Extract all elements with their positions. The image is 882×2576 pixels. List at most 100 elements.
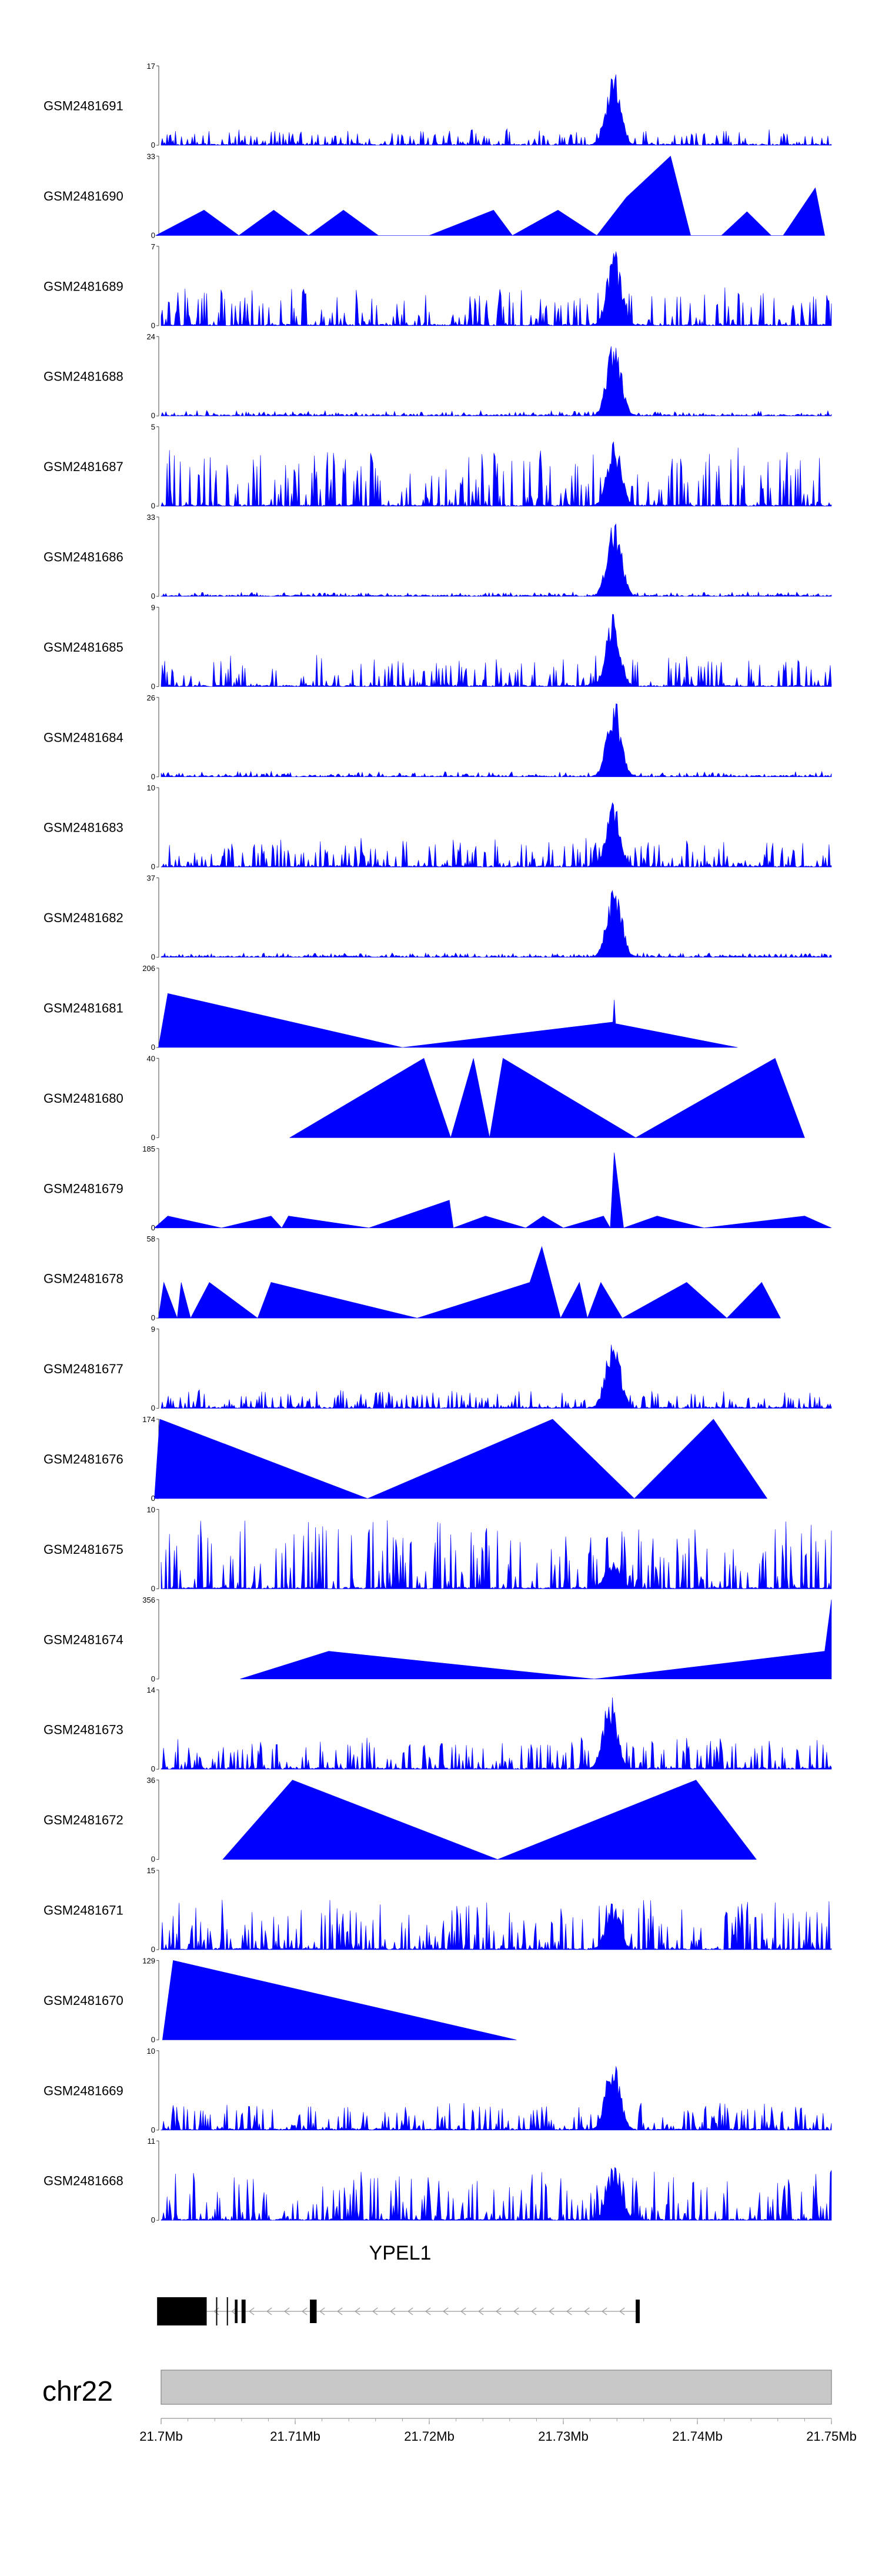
y-min-label: 0 [151, 1043, 155, 1052]
track-label: GSM2481668 [44, 2174, 123, 2188]
track-GSM2481669: GSM2481669 10 0 [44, 2047, 832, 2134]
gene-exon [216, 2297, 218, 2325]
track-label: GSM2481683 [44, 820, 123, 835]
strand-arrow [443, 2307, 449, 2315]
y-min-label: 0 [151, 1313, 155, 1322]
strand-arrow [549, 2307, 554, 2315]
y-max-label: 356 [142, 1596, 155, 1604]
strand-arrow [425, 2307, 431, 2315]
y-min-label: 0 [151, 2125, 155, 2134]
signal-area [161, 1344, 832, 1409]
y-max-label: 15 [147, 1866, 155, 1875]
y-max-label: 7 [151, 242, 155, 251]
signal-area [155, 155, 825, 236]
strand-arrow [213, 2307, 219, 2315]
track-label: GSM2481679 [44, 1181, 123, 1196]
gene-model: YPEL1 [157, 2242, 640, 2325]
y-min-label: 0 [151, 2215, 155, 2224]
track-GSM2481691: GSM2481691 17 0 [44, 62, 832, 149]
track-label: GSM2481681 [44, 1001, 123, 1016]
y-max-label: 10 [147, 783, 155, 792]
track-label: GSM2481678 [44, 1272, 123, 1286]
track-GSM2481673: GSM2481673 14 0 [44, 1686, 832, 1773]
y-min-label: 0 [151, 1945, 155, 1954]
gene-exon [310, 2300, 317, 2323]
signal-area [161, 890, 832, 958]
y-min-label: 0 [151, 1494, 155, 1503]
y-min-label: 0 [151, 411, 155, 420]
gene-exon [226, 2297, 228, 2325]
track-GSM2481682: GSM2481682 37 0 [44, 874, 832, 962]
y-max-label: 26 [147, 693, 155, 702]
strand-arrow [478, 2307, 484, 2315]
y-min-label: 0 [151, 1133, 155, 1142]
y-min-label: 0 [151, 1223, 155, 1232]
signal-area [154, 1419, 768, 1499]
track-label: GSM2481676 [44, 1452, 123, 1467]
strand-arrow [584, 2307, 590, 2315]
track-GSM2481676: GSM2481676 174 0 [44, 1415, 768, 1503]
y-min-label: 0 [151, 502, 155, 510]
y-min-label: 0 [151, 862, 155, 871]
gene-exon [636, 2300, 640, 2323]
signal-area [161, 802, 832, 868]
signal-area [161, 703, 832, 778]
y-min-label: 0 [151, 1584, 155, 1593]
track-GSM2481677: GSM2481677 9 0 [44, 1325, 832, 1413]
gene-exon [241, 2300, 246, 2323]
track-label: GSM2481682 [44, 910, 123, 925]
signal-area [161, 2167, 832, 2221]
y-max-label: 36 [147, 1776, 155, 1785]
signal-area [240, 1599, 832, 1680]
signal-area [161, 2066, 832, 2131]
y-max-label: 10 [147, 1505, 155, 1514]
track-label: GSM2481680 [44, 1091, 123, 1106]
track-GSM2481671: GSM2481671 15 0 [44, 1866, 832, 1954]
x-tick-label: 21.7Mb [139, 2429, 182, 2444]
y-max-label: 174 [142, 1415, 155, 1424]
track-label: GSM2481673 [44, 1723, 123, 1737]
x-tick-label: 21.73Mb [538, 2429, 589, 2444]
y-min-label: 0 [151, 592, 155, 600]
chromosome-ideogram-band [161, 2370, 832, 2405]
strand-arrow [319, 2307, 325, 2315]
y-min-label: 0 [151, 231, 155, 239]
signal-area [158, 1246, 781, 1319]
y-min-label: 0 [151, 953, 155, 962]
y-min-label: 0 [151, 321, 155, 330]
track-GSM2481687: GSM2481687 5 0 [44, 423, 832, 510]
y-max-label: 206 [142, 964, 155, 973]
signal-area [161, 346, 832, 417]
signal-area [161, 74, 832, 146]
track-label: GSM2481669 [44, 2083, 123, 2098]
track-label: GSM2481688 [44, 369, 123, 384]
signal-area [162, 1960, 517, 2040]
track-label: GSM2481689 [44, 279, 123, 293]
strand-arrow [619, 2307, 625, 2315]
genome-axis: chr22 21.7Mb 21.71Mb 21.72Mb 21.73Mb 21.74Mb 2… [42, 2370, 857, 2444]
signal-area [153, 1152, 832, 1229]
y-max-label: 24 [147, 332, 155, 341]
y-max-label: 33 [147, 152, 155, 161]
y-min-label: 0 [151, 2035, 155, 2044]
strand-arrow [407, 2307, 413, 2315]
y-max-label: 58 [147, 1234, 155, 1243]
y-max-label: 37 [147, 874, 155, 883]
track-GSM2481681: GSM2481681 206 0 [44, 964, 738, 1052]
strand-arrow [496, 2307, 502, 2315]
track-label: GSM2481684 [44, 730, 123, 745]
track-label: GSM2481670 [44, 1993, 123, 2008]
signal-area [161, 441, 832, 507]
track-GSM2481683: GSM2481683 10 0 [44, 783, 832, 871]
track-label: GSM2481685 [44, 640, 123, 655]
strand-arrow [513, 2307, 519, 2315]
track-label: GSM2481674 [44, 1632, 123, 1647]
track-label: GSM2481687 [44, 459, 123, 474]
x-tick-label: 21.72Mb [404, 2429, 455, 2444]
y-max-label: 185 [142, 1144, 155, 1153]
y-min-label: 0 [151, 1855, 155, 1864]
track-GSM2481688: GSM2481688 24 0 [44, 332, 832, 420]
strand-arrow [566, 2307, 572, 2315]
y-max-label: 5 [151, 423, 155, 432]
